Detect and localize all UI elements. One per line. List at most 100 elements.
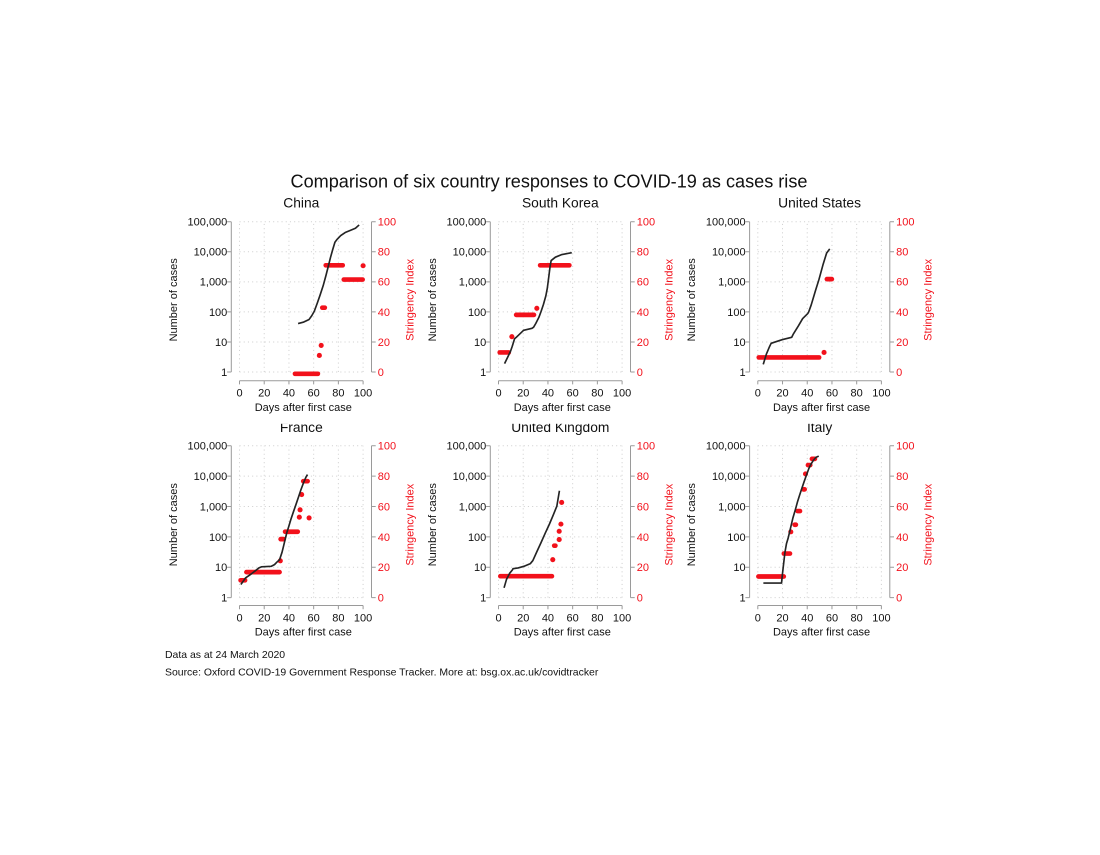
svg-text:40: 40: [637, 532, 649, 544]
svg-text:1,000: 1,000: [718, 277, 746, 289]
svg-text:60: 60: [308, 388, 320, 400]
svg-text:China: China: [283, 196, 319, 211]
svg-text:0: 0: [236, 613, 242, 625]
svg-text:United States: United States: [778, 196, 861, 211]
svg-text:1: 1: [739, 367, 745, 379]
svg-text:40: 40: [283, 613, 295, 625]
svg-text:60: 60: [896, 277, 908, 289]
svg-text:1: 1: [739, 593, 745, 605]
svg-text:0: 0: [896, 593, 902, 605]
svg-text:40: 40: [283, 388, 295, 400]
svg-text:80: 80: [637, 247, 649, 259]
svg-text:10,000: 10,000: [712, 247, 746, 259]
svg-text:Days after first case: Days after first case: [514, 402, 611, 414]
svg-text:80: 80: [378, 247, 390, 259]
svg-text:0: 0: [495, 388, 501, 400]
svg-text:60: 60: [637, 277, 649, 289]
svg-text:20: 20: [258, 388, 270, 400]
svg-text:20: 20: [517, 613, 529, 625]
svg-text:40: 40: [637, 307, 649, 319]
svg-text:100: 100: [637, 217, 655, 229]
svg-text:0: 0: [378, 593, 384, 605]
svg-text:1,000: 1,000: [200, 501, 228, 513]
svg-text:100: 100: [727, 532, 745, 544]
svg-text:Days after first case: Days after first case: [773, 402, 870, 414]
svg-text:40: 40: [801, 388, 813, 400]
svg-text:100: 100: [613, 388, 631, 400]
svg-text:20: 20: [896, 562, 908, 574]
svg-text:France: France: [280, 420, 323, 435]
svg-text:100,000: 100,000: [188, 441, 228, 453]
svg-text:60: 60: [378, 277, 390, 289]
svg-text:Comparison of six country resp: Comparison of six country responses to C…: [291, 171, 808, 191]
svg-text:0: 0: [236, 388, 242, 400]
svg-text:10: 10: [474, 562, 486, 574]
svg-text:80: 80: [378, 471, 390, 483]
svg-text:80: 80: [896, 471, 908, 483]
svg-text:Stringency Index: Stringency Index: [404, 258, 416, 340]
svg-text:80: 80: [332, 388, 344, 400]
svg-text:100: 100: [468, 307, 486, 319]
svg-text:Number of cases: Number of cases: [168, 483, 180, 567]
svg-text:Days after first case: Days after first case: [514, 627, 611, 639]
svg-text:80: 80: [896, 247, 908, 259]
svg-text:60: 60: [567, 388, 579, 400]
svg-text:100: 100: [896, 441, 914, 453]
svg-text:10: 10: [474, 337, 486, 349]
svg-text:40: 40: [801, 613, 813, 625]
svg-text:100: 100: [209, 307, 227, 319]
svg-text:60: 60: [896, 501, 908, 513]
svg-text:10: 10: [215, 562, 227, 574]
svg-text:20: 20: [378, 562, 390, 574]
svg-text:Source: Oxford COVID-19 Govern: Source: Oxford COVID-19 Government Respo…: [165, 667, 599, 678]
svg-text:Days after first case: Days after first case: [773, 627, 870, 639]
svg-text:Days after first case: Days after first case: [255, 627, 352, 639]
svg-text:60: 60: [378, 501, 390, 513]
svg-text:1,000: 1,000: [459, 501, 487, 513]
svg-text:100: 100: [896, 217, 914, 229]
svg-text:100: 100: [378, 217, 396, 229]
svg-text:100,000: 100,000: [188, 217, 228, 229]
svg-text:0: 0: [637, 367, 643, 379]
svg-text:10: 10: [733, 337, 745, 349]
svg-text:100: 100: [354, 613, 372, 625]
svg-text:100: 100: [872, 613, 890, 625]
svg-text:20: 20: [378, 337, 390, 349]
svg-text:80: 80: [332, 613, 344, 625]
svg-text:100: 100: [378, 441, 396, 453]
svg-text:100,000: 100,000: [447, 217, 487, 229]
svg-text:40: 40: [542, 388, 554, 400]
svg-text:1,000: 1,000: [718, 501, 746, 513]
svg-text:20: 20: [637, 562, 649, 574]
svg-text:100,000: 100,000: [706, 217, 746, 229]
svg-text:Stringency Index: Stringency Index: [404, 483, 416, 565]
svg-text:60: 60: [567, 613, 579, 625]
svg-text:Stringency Index: Stringency Index: [923, 483, 935, 565]
svg-text:10: 10: [215, 337, 227, 349]
svg-text:100: 100: [209, 532, 227, 544]
svg-text:Number of cases: Number of cases: [427, 483, 439, 567]
svg-text:100,000: 100,000: [706, 441, 746, 453]
svg-text:1: 1: [221, 593, 227, 605]
svg-text:20: 20: [637, 337, 649, 349]
svg-text:80: 80: [637, 471, 649, 483]
svg-text:United Kingdom: United Kingdom: [511, 420, 609, 435]
svg-text:Number of cases: Number of cases: [686, 258, 698, 342]
svg-text:Stringency Index: Stringency Index: [923, 258, 935, 340]
svg-text:1: 1: [480, 593, 486, 605]
svg-text:10: 10: [733, 562, 745, 574]
svg-text:40: 40: [378, 307, 390, 319]
svg-text:20: 20: [258, 613, 270, 625]
svg-text:Stringency Index: Stringency Index: [663, 258, 675, 340]
svg-text:20: 20: [896, 337, 908, 349]
svg-text:Days after first case: Days after first case: [255, 402, 352, 414]
svg-text:40: 40: [542, 613, 554, 625]
svg-text:40: 40: [378, 532, 390, 544]
svg-text:100: 100: [637, 441, 655, 453]
svg-text:10,000: 10,000: [194, 471, 228, 483]
svg-text:20: 20: [776, 388, 788, 400]
svg-text:80: 80: [851, 388, 863, 400]
svg-text:1: 1: [480, 367, 486, 379]
svg-text:Number of cases: Number of cases: [168, 258, 180, 342]
svg-text:60: 60: [826, 388, 838, 400]
